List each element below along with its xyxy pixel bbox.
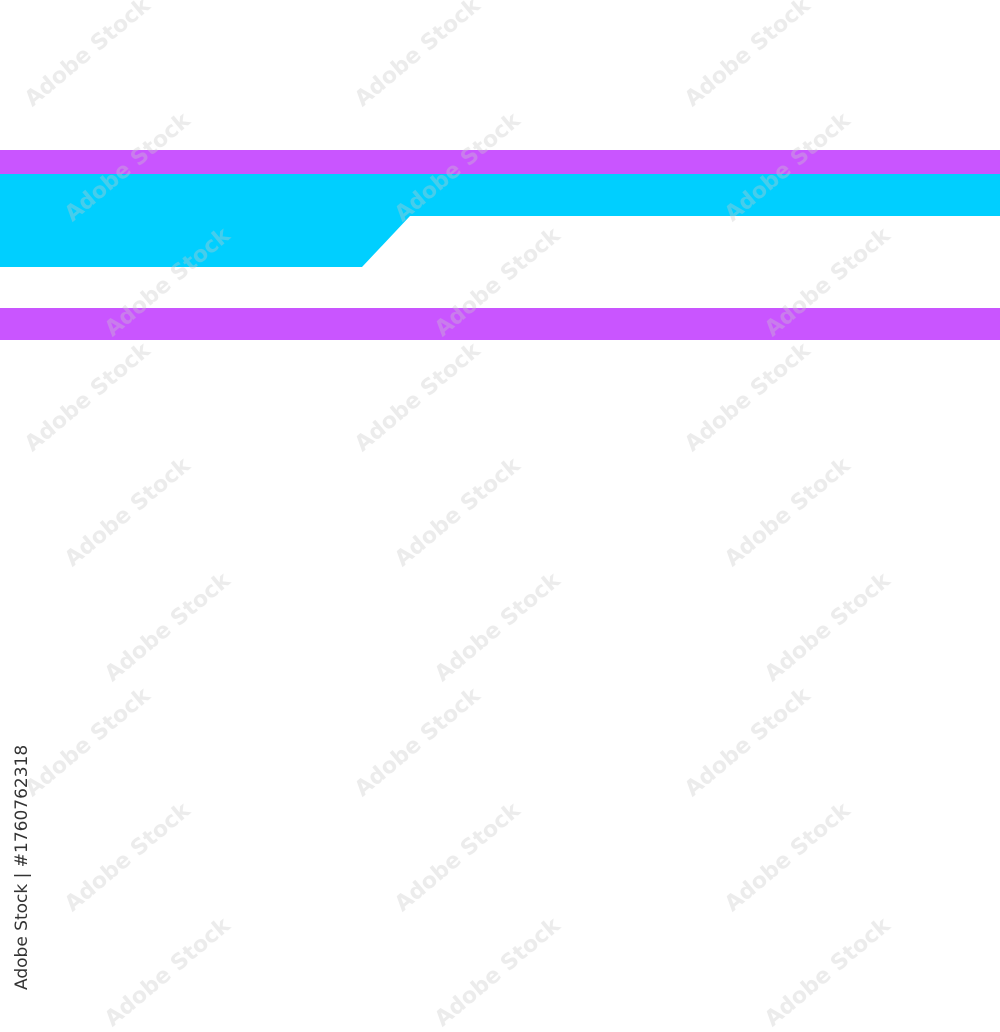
- bottom-magenta-band: [0, 308, 1000, 340]
- band-graphic: [0, 150, 1000, 340]
- stock-credit-label: Adobe Stock | #1760762318: [12, 744, 32, 990]
- cyan-stepped-band: [0, 174, 1000, 267]
- top-magenta-band: [0, 150, 1000, 174]
